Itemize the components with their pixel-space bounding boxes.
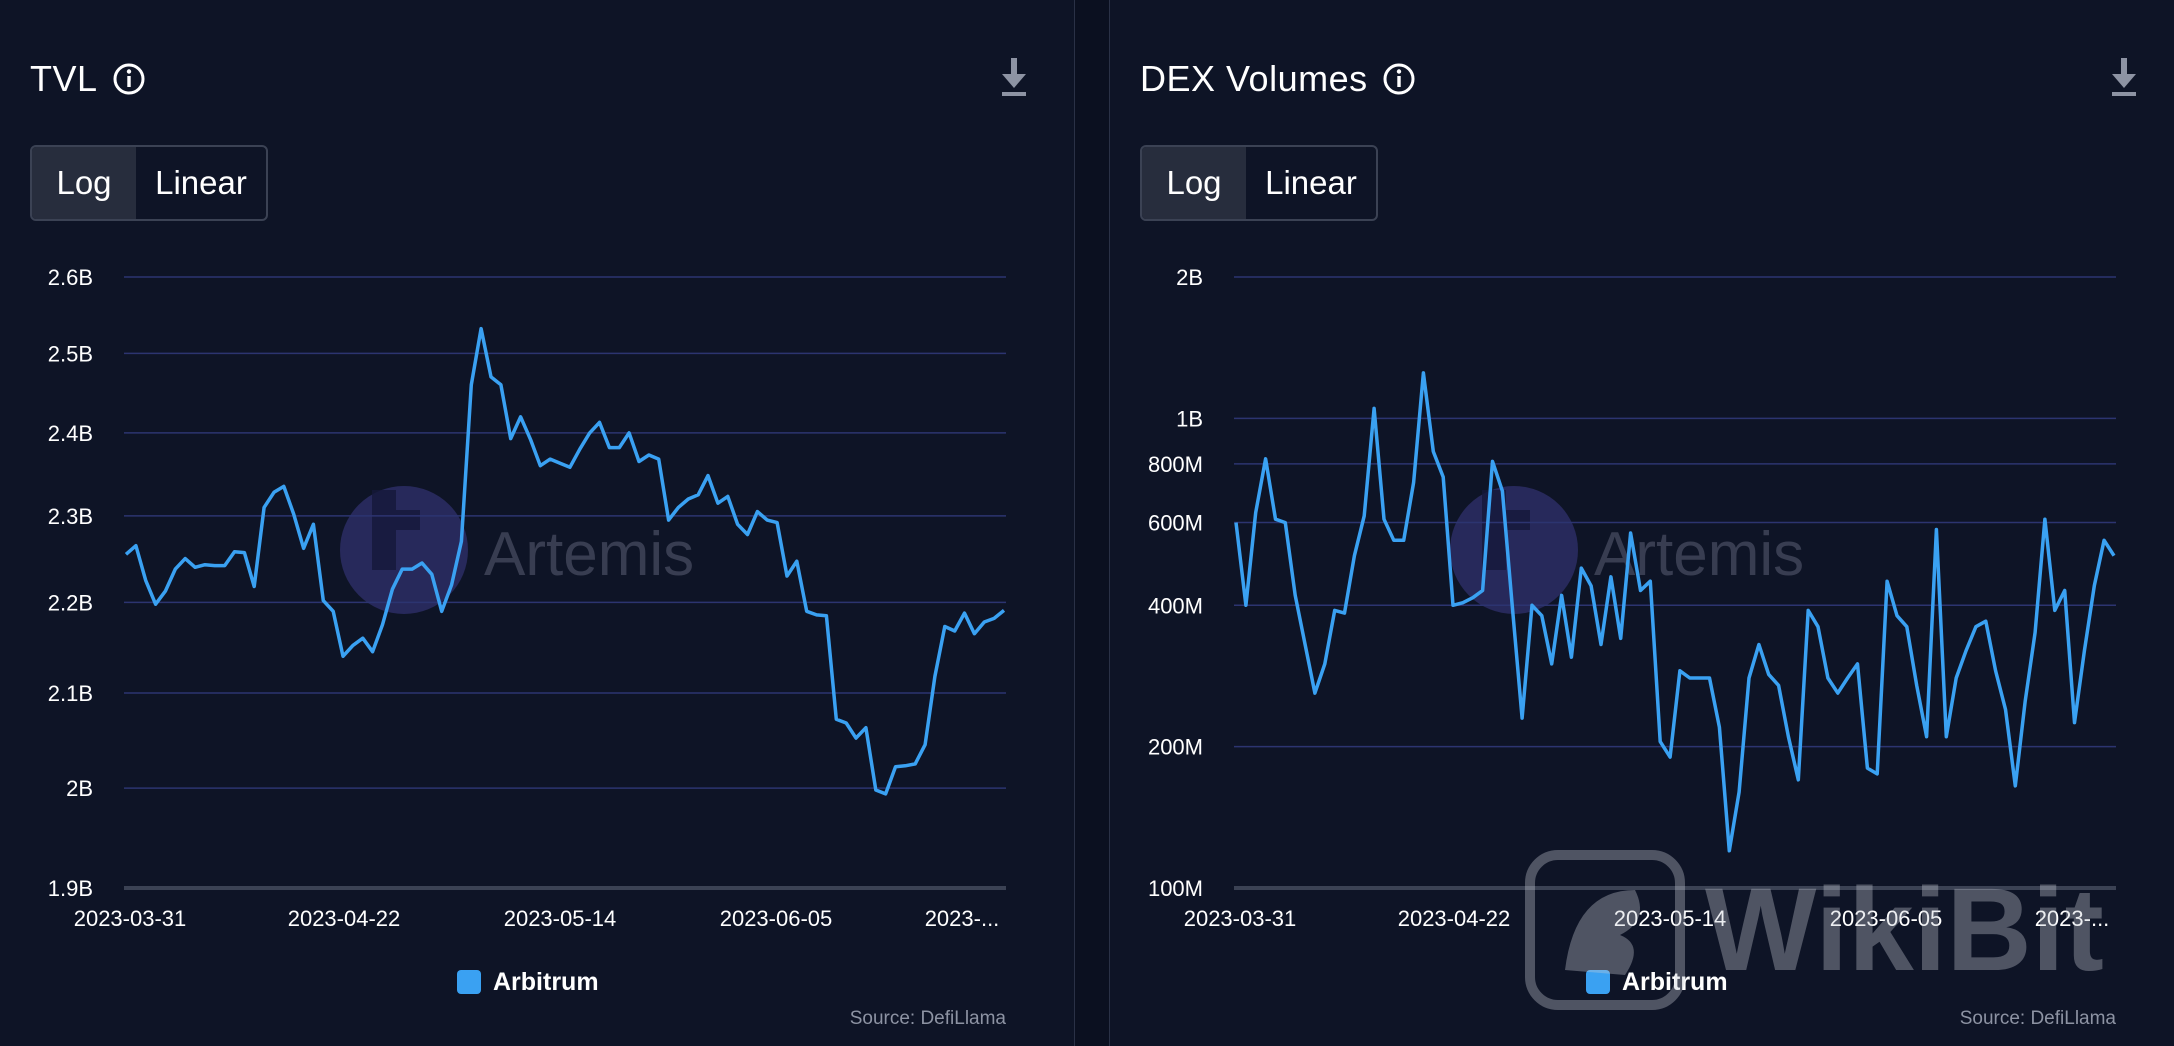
series-line-arbitrum: [1234, 371, 2116, 853]
tvl-legend[interactable]: Arbitrum: [457, 966, 599, 998]
y-tick-label: 2.6B: [48, 265, 93, 290]
tvl-log-button[interactable]: Log: [32, 147, 136, 219]
x-tick-label: 2023-06-05: [720, 906, 833, 930]
x-tick-label: 2023-04-22: [1398, 906, 1511, 930]
dex-chart: Artemis100M200M400M600M800M1B2B2023-03-3…: [1148, 265, 2116, 930]
dex-legend[interactable]: Arbitrum: [1586, 966, 1728, 998]
dex-source: Source: DefiLlama: [1959, 1008, 2116, 1029]
y-tick-label: 2B: [1176, 265, 1203, 290]
y-tick-label: 2.4B: [48, 421, 93, 446]
y-tick-label: 100M: [1148, 876, 1203, 901]
tvl-panel: TVL Log Linear Artemis 1.9B 2B 2.1B 2.2B 2.3B…: [0, 0, 1074, 1046]
y-tick-label: 2.1B: [48, 681, 93, 706]
legend-swatch: [457, 970, 481, 994]
legend-swatch: [1586, 970, 1610, 994]
y-tick-label: 400M: [1148, 593, 1203, 618]
x-tick-label: 2023-03-31: [1184, 906, 1297, 930]
tvl-scale-toggle: Log Linear: [30, 145, 268, 221]
y-tick-label: 1B: [1176, 406, 1203, 431]
tvl-source: Source: DefiLlama: [849, 1008, 1006, 1029]
x-tick-label: 2023-04-22: [288, 906, 401, 930]
wikibit-watermark: WikiBit: [1525, 850, 2104, 1010]
wikibit-text: WikiBit: [1705, 864, 2104, 996]
series-line-arbitrum: [124, 326, 1006, 796]
y-tick-label: 2.5B: [48, 341, 93, 366]
dex-panel: DEX Volumes Log Linear Artemis 100M 200M 40…: [1110, 0, 2174, 1046]
y-tick-label: 200M: [1148, 735, 1203, 760]
artemis-logo-icon: [372, 490, 420, 570]
tvl-title: TVL: [30, 58, 98, 99]
tvl-title-row: TVL: [30, 54, 146, 104]
info-icon[interactable]: [112, 62, 146, 96]
x-tick-label: 2023-03-31: [74, 906, 187, 930]
dex-title: DEX Volumes: [1140, 58, 1368, 99]
artemis-watermark-text: Artemis: [484, 520, 694, 589]
x-tick-label: 2023-05-14: [1614, 906, 1727, 930]
dex-log-button[interactable]: Log: [1142, 147, 1246, 219]
tvl-linear-button[interactable]: Linear: [155, 164, 247, 201]
x-tick-label: 2023-...: [2035, 906, 2110, 930]
panel-divider: [1074, 0, 1110, 1046]
download-icon[interactable]: [2104, 56, 2144, 100]
artemis-watermark: Artemis: [340, 486, 694, 614]
tvl-legend-label: Arbitrum: [493, 967, 599, 996]
y-tick-label: 600M: [1148, 511, 1203, 536]
y-tick-label: 800M: [1148, 452, 1203, 477]
y-tick-label: 2.2B: [48, 590, 93, 615]
dex-linear-button[interactable]: Linear: [1265, 164, 1357, 201]
info-icon[interactable]: [1382, 62, 1416, 96]
x-tick-label: 2023-06-05: [1830, 906, 1943, 930]
x-tick-label: 2023-...: [925, 906, 1000, 930]
y-tick-label: 1.9B: [48, 876, 93, 901]
x-tick-label: 2023-05-14: [504, 906, 617, 930]
dex-scale-toggle: Log Linear: [1140, 145, 1378, 221]
dex-title-row: DEX Volumes: [1140, 54, 1416, 104]
tvl-chart: Artemis 1.9B 2B 2.1B 2.2B 2.3B 2.4B 2.5B 2.6B 202…: [48, 265, 1006, 930]
download-icon[interactable]: [994, 56, 1034, 100]
dex-legend-label: Arbitrum: [1622, 967, 1728, 996]
y-tick-label: 2.3B: [48, 504, 93, 529]
y-tick-label: 2B: [66, 776, 93, 801]
